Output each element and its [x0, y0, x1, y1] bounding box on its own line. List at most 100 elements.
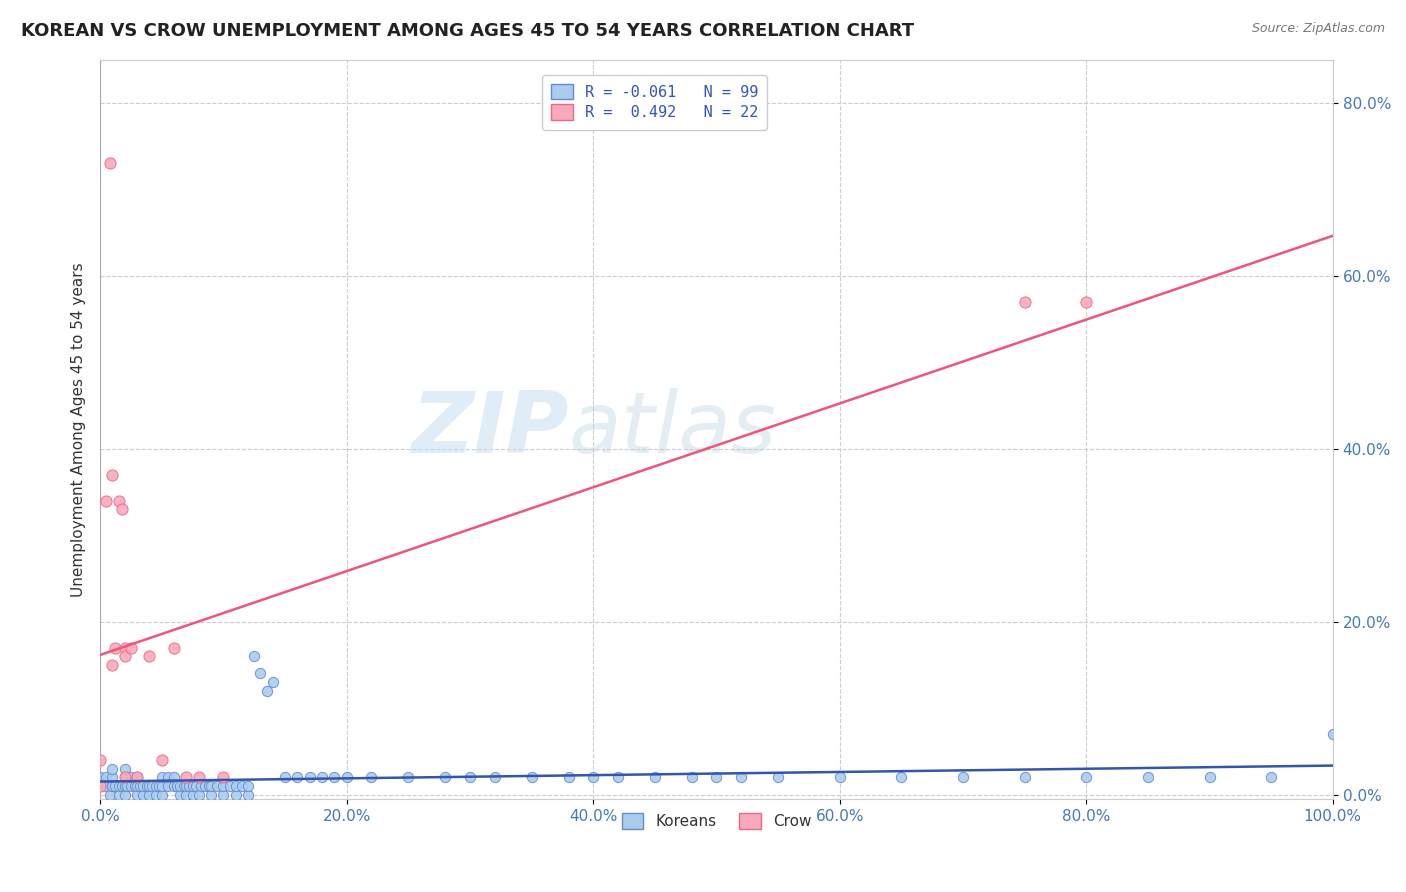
Point — [225, 779, 247, 793]
Point — [1136, 770, 1159, 784]
Point — [187, 770, 209, 784]
Point — [458, 770, 481, 784]
Point — [186, 779, 208, 793]
Point — [107, 493, 129, 508]
Point — [114, 762, 136, 776]
Text: Source: ZipAtlas.com: Source: ZipAtlas.com — [1251, 22, 1385, 36]
Point — [114, 788, 136, 802]
Point — [101, 762, 124, 776]
Point — [236, 779, 259, 793]
Point — [120, 770, 142, 784]
Point — [218, 779, 240, 793]
Point — [107, 788, 129, 802]
Point — [132, 779, 155, 793]
Point — [127, 770, 149, 784]
Point — [156, 779, 179, 793]
Point — [89, 779, 111, 793]
Point — [644, 770, 666, 784]
Point — [145, 779, 167, 793]
Point — [706, 770, 728, 784]
Point — [952, 770, 974, 784]
Point — [132, 788, 155, 802]
Point — [606, 770, 628, 784]
Point — [190, 779, 212, 793]
Point — [1076, 294, 1098, 309]
Point — [828, 770, 851, 784]
Point — [1322, 727, 1344, 741]
Point — [141, 779, 163, 793]
Point — [225, 788, 247, 802]
Point — [163, 640, 186, 655]
Point — [136, 779, 159, 793]
Point — [1014, 770, 1036, 784]
Point — [117, 779, 139, 793]
Point — [114, 779, 136, 793]
Point — [150, 753, 173, 767]
Point — [730, 770, 752, 784]
Point — [207, 779, 229, 793]
Point — [249, 666, 271, 681]
Point — [681, 770, 703, 784]
Point — [107, 779, 129, 793]
Point — [89, 770, 111, 784]
Point — [176, 788, 198, 802]
Point — [120, 779, 142, 793]
Legend: Koreans, Crow: Koreans, Crow — [616, 807, 817, 836]
Point — [96, 770, 118, 784]
Point — [163, 779, 186, 793]
Point — [138, 649, 160, 664]
Point — [98, 156, 121, 170]
Point — [150, 779, 173, 793]
Point — [200, 779, 222, 793]
Point — [156, 770, 179, 784]
Point — [111, 779, 134, 793]
Point — [177, 779, 200, 793]
Point — [114, 640, 136, 655]
Point — [101, 467, 124, 482]
Point — [173, 779, 195, 793]
Point — [243, 649, 266, 664]
Point — [148, 779, 170, 793]
Point — [96, 779, 118, 793]
Point — [200, 788, 222, 802]
Text: atlas: atlas — [568, 388, 776, 471]
Point — [89, 753, 111, 767]
Point — [176, 779, 198, 793]
Point — [360, 770, 382, 784]
Point — [89, 779, 111, 793]
Point — [212, 770, 235, 784]
Point — [120, 640, 142, 655]
Point — [166, 779, 188, 793]
Point — [274, 770, 297, 784]
Point — [138, 788, 160, 802]
Point — [1260, 770, 1282, 784]
Point — [1014, 294, 1036, 309]
Point — [181, 779, 204, 793]
Point — [236, 788, 259, 802]
Point — [145, 788, 167, 802]
Point — [336, 770, 359, 784]
Point — [114, 770, 136, 784]
Point — [256, 683, 278, 698]
Point — [150, 788, 173, 802]
Point — [187, 788, 209, 802]
Point — [484, 770, 506, 784]
Text: ZIP: ZIP — [411, 388, 568, 471]
Point — [169, 788, 191, 802]
Text: KOREAN VS CROW UNEMPLOYMENT AMONG AGES 45 TO 54 YEARS CORRELATION CHART: KOREAN VS CROW UNEMPLOYMENT AMONG AGES 4… — [21, 22, 914, 40]
Point — [311, 770, 333, 784]
Point — [231, 779, 253, 793]
Point — [434, 770, 457, 784]
Point — [104, 640, 127, 655]
Point — [111, 502, 134, 516]
Point — [101, 770, 124, 784]
Point — [128, 779, 150, 793]
Point — [520, 770, 543, 784]
Y-axis label: Unemployment Among Ages 45 to 54 years: Unemployment Among Ages 45 to 54 years — [72, 262, 86, 597]
Point — [150, 770, 173, 784]
Point — [138, 779, 160, 793]
Point — [194, 779, 217, 793]
Point — [96, 493, 118, 508]
Point — [176, 770, 198, 784]
Point — [114, 770, 136, 784]
